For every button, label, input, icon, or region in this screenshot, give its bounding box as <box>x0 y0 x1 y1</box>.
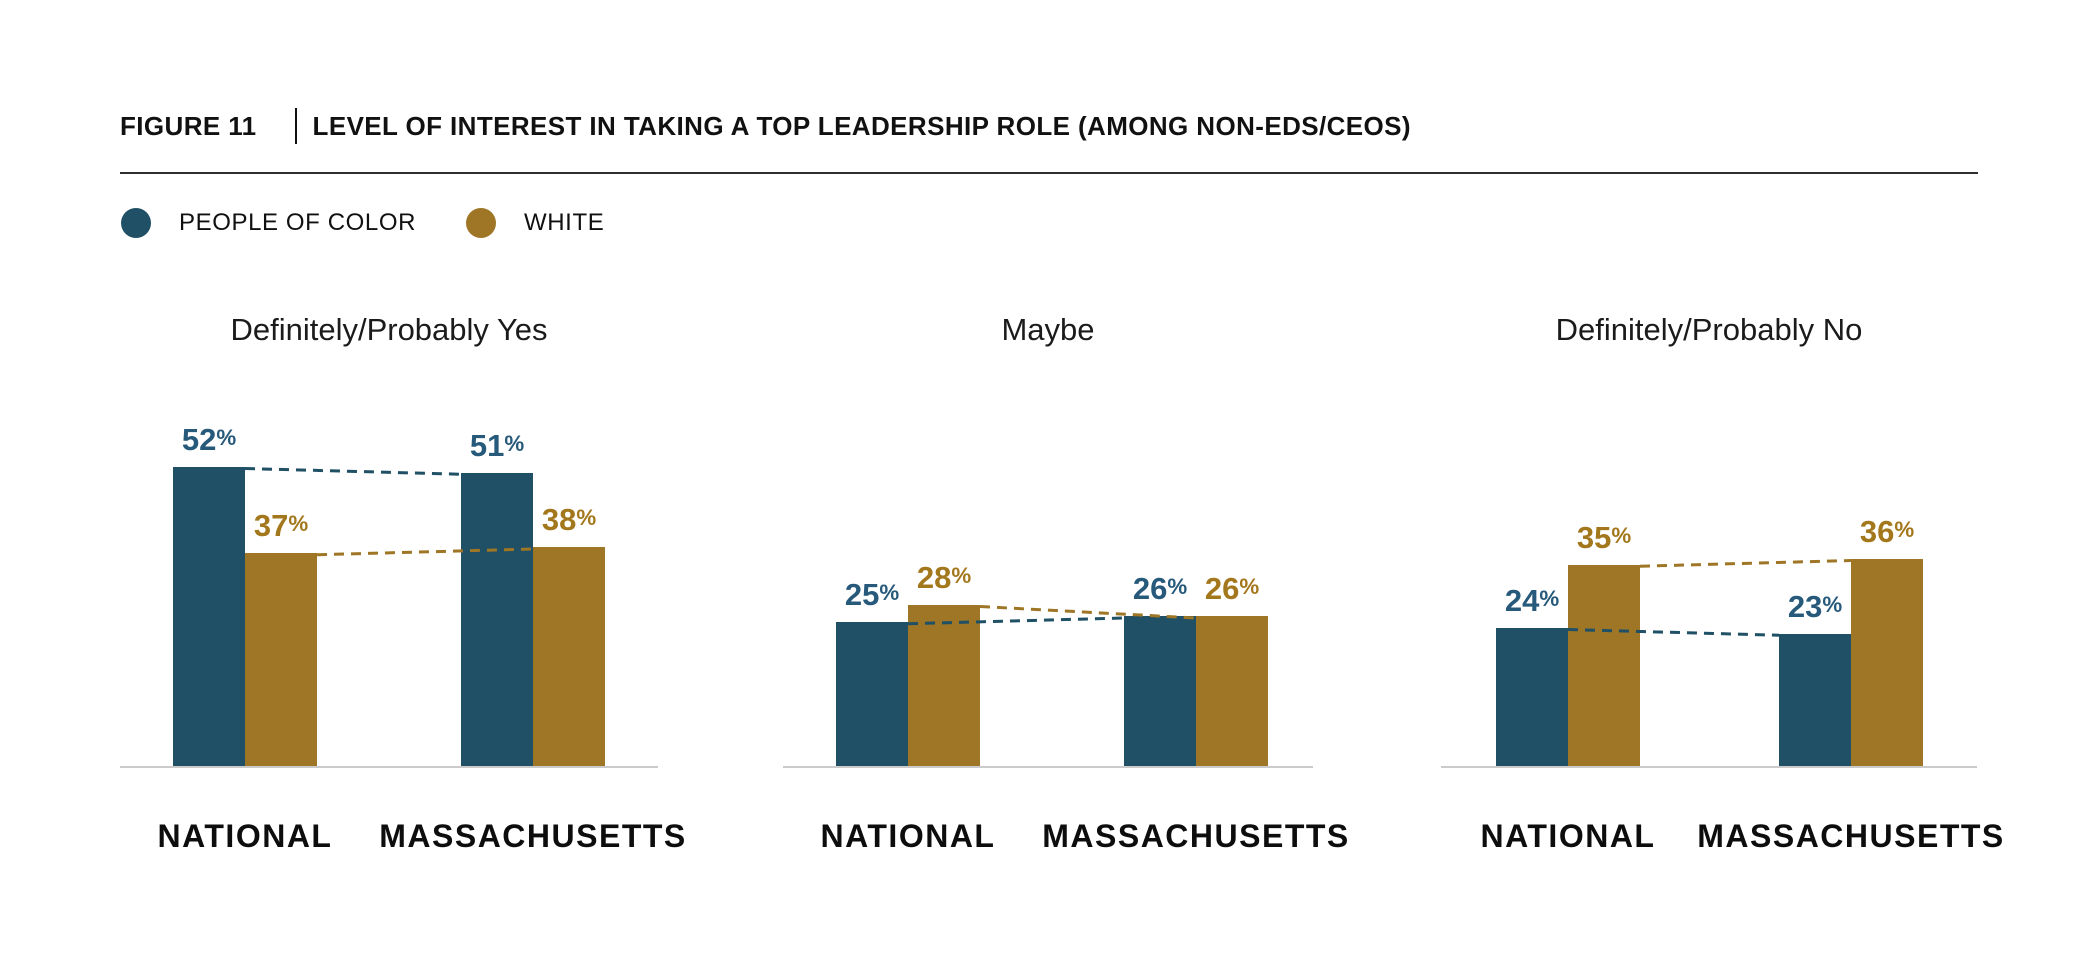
category-label-massachusetts: MASSACHUSETTS <box>1042 818 1350 854</box>
category-label-national: NATIONAL <box>820 818 996 854</box>
legend-dot-people-of-color <box>121 208 151 238</box>
value-label-white-massachusetts: 26% <box>1204 570 1260 606</box>
value-label-white-national: 37% <box>253 507 309 543</box>
value-label-people-of-color-national: 52% <box>181 421 237 457</box>
value-label-people-of-color-massachusetts: 23% <box>1787 588 1843 624</box>
legend-label: WHITE <box>524 209 605 236</box>
bar-people-of-color-national <box>836 622 908 766</box>
panel-title-definitely-probably-no: Definitely/Probably No <box>1555 312 1863 347</box>
value-label-people-of-color-national: 25% <box>844 576 900 612</box>
connector-people-of-color <box>244 467 462 476</box>
bar-white-national <box>908 605 980 766</box>
value-label-white-massachusetts: 38% <box>541 501 597 537</box>
legend-item-people-of-color: PEOPLE OF COLOR <box>121 206 416 240</box>
bar-people-of-color-massachusetts <box>1779 634 1851 766</box>
axis-line <box>783 766 1313 768</box>
value-label-white-massachusetts: 36% <box>1859 513 1915 549</box>
bar-people-of-color-massachusetts <box>461 473 533 766</box>
bar-white-national <box>245 553 317 766</box>
bar-people-of-color-national <box>1496 628 1568 766</box>
figure-header: FIGURE 11 LEVEL OF INTEREST IN TAKING A … <box>120 108 1411 144</box>
axis-line <box>1441 766 1977 768</box>
figure-title: LEVEL OF INTEREST IN TAKING A TOP LEADER… <box>312 110 1411 141</box>
bar-white-national <box>1568 565 1640 766</box>
value-label-white-national: 28% <box>916 559 972 595</box>
value-label-white-national: 35% <box>1576 519 1632 555</box>
legend-item-white: WHITE <box>466 206 604 240</box>
value-label-people-of-color-massachusetts: 51% <box>469 427 525 463</box>
bar-people-of-color-massachusetts <box>1124 616 1196 766</box>
category-label-massachusetts: MASSACHUSETTS <box>379 818 687 854</box>
header-separator <box>294 108 297 144</box>
bar-people-of-color-national <box>173 467 245 766</box>
bar-white-massachusetts <box>1196 616 1268 766</box>
header-rule <box>120 172 1978 174</box>
category-label-national: NATIONAL <box>157 818 333 854</box>
figure-label: FIGURE 11 <box>120 110 257 141</box>
category-label-national: NATIONAL <box>1480 818 1656 854</box>
connector-white <box>1639 559 1852 568</box>
bar-white-massachusetts <box>533 547 605 766</box>
bar-white-massachusetts <box>1851 559 1923 766</box>
legend-label: PEOPLE OF COLOR <box>179 209 417 236</box>
value-label-people-of-color-national: 24% <box>1504 582 1560 618</box>
category-label-massachusetts: MASSACHUSETTS <box>1697 818 2005 854</box>
panel-title-definitely-probably-yes: Definitely/Probably Yes <box>230 312 548 347</box>
legend-dot-white <box>466 208 496 238</box>
panel-title-maybe: Maybe <box>1001 312 1095 347</box>
value-label-people-of-color-massachusetts: 26% <box>1132 570 1188 606</box>
axis-line <box>120 766 658 768</box>
